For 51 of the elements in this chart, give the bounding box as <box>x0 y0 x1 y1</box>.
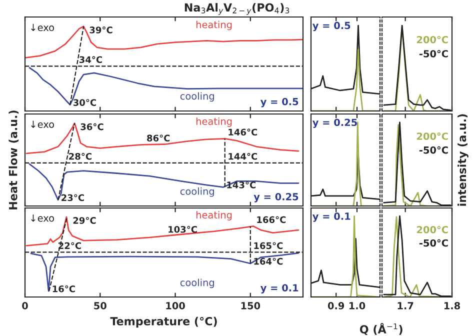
annotation: 16°C <box>52 285 75 292</box>
series-label: 200°C <box>416 36 448 44</box>
x-axis-title: Q (Å$^{−1}$) <box>360 323 402 335</box>
series-label: heating <box>196 117 232 127</box>
annotation: 165°C <box>254 242 283 250</box>
x-tick-label: 0 <box>22 302 28 310</box>
annotation: 23°C <box>62 194 84 202</box>
annotation: ↓exo <box>31 214 54 222</box>
x-axis-title: Temperature (°C) <box>110 316 217 328</box>
x-tick-label: 100 <box>166 302 185 310</box>
x-tick-label: 1.0 <box>349 302 366 310</box>
annotation: y = 0.25 <box>254 193 298 202</box>
annotation: 166°C <box>257 216 286 224</box>
x-tick-label: 50 <box>94 302 106 310</box>
annotation: 146°C <box>228 128 258 136</box>
annotation: 36°C <box>80 123 104 130</box>
x-tick-label: 150 <box>241 302 260 310</box>
annotation: y = 0.1 <box>312 212 350 222</box>
annotation: 86°C <box>147 134 170 142</box>
annotation: 144°C <box>228 152 258 160</box>
text: 200°C <box>416 226 448 234</box>
annotation: 22°C <box>58 242 81 250</box>
series-label: -50°C <box>419 50 448 58</box>
text: cooling <box>180 278 214 288</box>
series-label: -50°C <box>419 146 448 154</box>
annotation: y = 0.25 <box>312 118 357 128</box>
annotation: y = 0.1 <box>260 284 298 294</box>
annotation: 143°C <box>227 181 256 188</box>
x-tick-label: 1.8 <box>444 302 460 310</box>
annotation: ↓exo <box>31 24 54 32</box>
annotation: 30°C <box>73 99 96 106</box>
annotation: 29°C <box>73 216 96 224</box>
x-tick-label: 1.7 <box>398 302 414 310</box>
annotation: y = 0.5 <box>260 98 298 108</box>
series-label: -50°C <box>419 239 448 247</box>
series-label: 200°C <box>416 132 448 140</box>
y-axis-title: intensity (a.u.) <box>458 114 468 206</box>
annotation: 28°C <box>69 152 92 160</box>
x-tick-label: 0.9 <box>328 302 344 310</box>
annotation: y = 0.5 <box>312 22 350 32</box>
annotation: ↓exo <box>31 120 54 128</box>
series-label: heating <box>196 211 232 220</box>
annotation: 39°C <box>90 26 112 34</box>
annotation: 103°C <box>168 226 197 233</box>
annotation: 34°C <box>79 56 102 64</box>
annotation: 164°C <box>254 258 283 265</box>
series-label: heating <box>196 20 232 30</box>
series-label: cooling <box>180 187 214 197</box>
y-axis-title: Heat Flow (a.u.) <box>8 110 19 210</box>
chart-title: Na$_{3}$Al$_{y}$V$_{2−y}$(PO$_{4}$)$_{3}$ <box>184 3 290 15</box>
series-label: cooling <box>180 92 214 102</box>
